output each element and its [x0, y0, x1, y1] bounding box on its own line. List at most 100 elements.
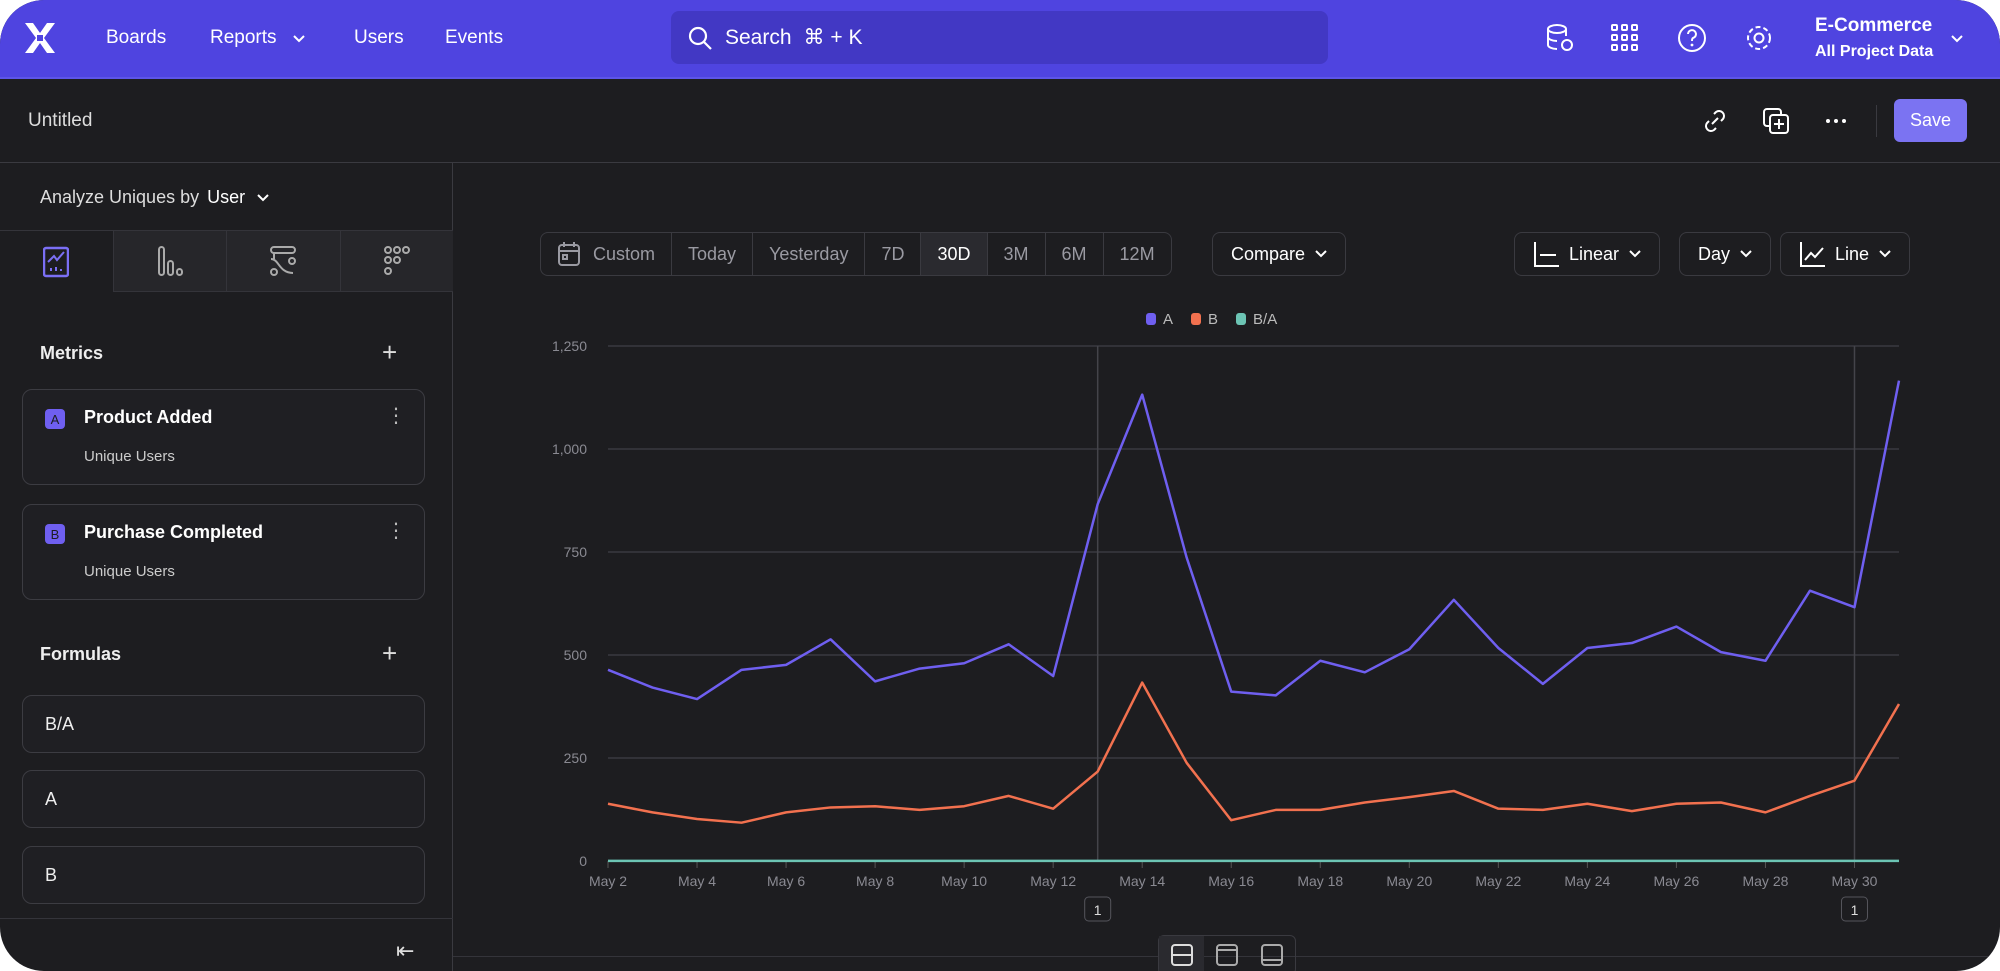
annotation-badge: [1084, 896, 1112, 922]
chart-legend: A B B/A: [1146, 311, 1277, 328]
y-tick-label: 750: [564, 544, 588, 560]
logo-icon[interactable]: [22, 20, 58, 56]
x-tick-label: May 24: [1564, 873, 1610, 889]
metric-measure[interactable]: Unique Users: [84, 563, 175, 580]
chart-only-layout-icon: [1215, 944, 1238, 966]
project-scope: All Project Data: [1815, 43, 1934, 60]
nav-events[interactable]: Events: [445, 27, 504, 48]
legend-swatch: [1146, 313, 1156, 325]
y-tick-label: 0: [579, 853, 587, 869]
nav-reports[interactable]: Reports: [210, 27, 277, 48]
annotation-label: 1: [1851, 902, 1859, 918]
formula-item[interactable]: A: [22, 770, 425, 828]
project-selector[interactable]: E-Commerce All Project Data: [1815, 15, 1933, 61]
date-range-12m[interactable]: 12M: [1102, 233, 1171, 275]
date-range-yesterday[interactable]: Yesterday: [752, 233, 864, 275]
search-icon: [688, 26, 712, 50]
apps-grid-icon[interactable]: [1609, 22, 1641, 54]
chart-type-dropdown[interactable]: Line: [1780, 232, 1911, 276]
chevron-down-icon: [257, 194, 269, 202]
date-range-selector: Custom Today Yesterday 7D 30D 3M 6M 12M: [540, 232, 1172, 276]
formula-item[interactable]: B: [22, 846, 425, 904]
report-title[interactable]: Untitled: [28, 110, 93, 131]
help-icon[interactable]: [1676, 22, 1708, 54]
add-metric-icon[interactable]: +: [382, 337, 398, 367]
search-shortcut: ⌘ + K: [803, 26, 863, 49]
layout-split-button[interactable]: [1159, 936, 1205, 971]
metric-card-b[interactable]: B Purchase Completed Unique Users ⋮: [22, 504, 425, 600]
scale-label: Linear: [1569, 243, 1620, 264]
more-options-icon[interactable]: [1820, 105, 1852, 137]
save-button[interactable]: Save: [1894, 99, 1967, 142]
legend-label: B/A: [1253, 311, 1278, 328]
metric-letter-badge: A: [45, 409, 65, 429]
chevron-down-icon: [1629, 250, 1641, 258]
metric-letter-badge: B: [45, 524, 65, 544]
legend-item-b[interactable]: B: [1191, 311, 1218, 328]
x-tick-label: May 2: [589, 873, 627, 889]
link-icon[interactable]: [1699, 105, 1731, 137]
nav-users[interactable]: Users: [354, 27, 404, 48]
analyze-label: Analyze Uniques by: [40, 187, 200, 207]
annotation-badge: [1840, 896, 1868, 922]
compare-label: Compare: [1231, 243, 1306, 264]
nav-boards[interactable]: Boards: [106, 27, 167, 48]
x-tick-label: May 10: [941, 873, 987, 889]
funnels-icon: [157, 246, 183, 276]
report-header: Untitled Save: [0, 79, 2000, 163]
duplicate-icon[interactable]: [1760, 105, 1792, 137]
legend-item-a[interactable]: A: [1146, 311, 1173, 328]
interval-label: Day: [1698, 243, 1731, 264]
x-tick-label: May 30: [1832, 873, 1878, 889]
gear-icon[interactable]: [1743, 22, 1775, 54]
tab-funnels[interactable]: [112, 231, 226, 292]
chevron-down-icon: [293, 35, 305, 43]
flows-icon: [270, 246, 297, 276]
layout-table-button[interactable]: [1250, 936, 1295, 971]
y-tick-label: 250: [564, 750, 588, 766]
date-range-3m[interactable]: 3M: [986, 233, 1045, 275]
chevron-down-icon[interactable]: [1950, 34, 1964, 44]
line-chart-icon: [1800, 242, 1825, 267]
calendar-icon: [558, 242, 580, 266]
metric-measure[interactable]: Unique Users: [84, 448, 175, 465]
tab-insights[interactable]: [0, 231, 113, 292]
project-name: E-Commerce: [1815, 15, 1933, 36]
compare-dropdown[interactable]: Compare: [1212, 232, 1347, 276]
collapse-sidebar-icon[interactable]: ⇤: [396, 938, 415, 963]
date-range-30d[interactable]: 30D: [920, 233, 987, 275]
date-range-custom[interactable]: Custom: [541, 233, 671, 275]
database-settings-icon[interactable]: [1544, 22, 1576, 54]
add-formula-icon[interactable]: +: [382, 638, 398, 668]
x-tick-label: May 16: [1208, 873, 1254, 889]
table-only-layout-icon: [1261, 944, 1284, 966]
layout-chart-button[interactable]: [1204, 936, 1249, 971]
x-tick-label: May 20: [1386, 873, 1432, 889]
chevron-down-icon: [1879, 250, 1891, 258]
legend-item-ba[interactable]: B/A: [1236, 311, 1277, 328]
metrics-heading: Metrics: [40, 343, 104, 363]
series-line-b: [607, 681, 1901, 824]
legend-swatch: [1236, 313, 1247, 325]
date-range-today[interactable]: Today: [671, 233, 752, 275]
y-tick-label: 1,250: [552, 338, 587, 354]
x-tick-label: May 14: [1119, 873, 1165, 889]
y-tick-label: 500: [564, 647, 588, 663]
date-range-6m[interactable]: 6M: [1044, 233, 1103, 275]
tab-retention[interactable]: [339, 231, 453, 292]
tab-flows[interactable]: [226, 231, 340, 292]
formula-item[interactable]: B/A: [22, 695, 425, 753]
analyze-by-selector[interactable]: Analyze Uniques by User: [40, 187, 270, 208]
search-input[interactable]: Search ⌘ + K: [671, 11, 1328, 64]
interval-dropdown[interactable]: Day: [1679, 232, 1772, 276]
x-tick-label: May 26: [1653, 873, 1699, 889]
kebab-menu-icon[interactable]: ⋮: [386, 520, 406, 542]
metric-card-a[interactable]: A Product Added Unique Users ⋮: [22, 389, 425, 485]
divider: [1876, 105, 1877, 137]
scale-dropdown[interactable]: Linear: [1514, 232, 1661, 276]
date-range-7d[interactable]: 7D: [864, 233, 920, 275]
kebab-menu-icon[interactable]: ⋮: [386, 405, 406, 427]
split-layout-icon: [1170, 944, 1193, 966]
chart-type-label: Line: [1835, 243, 1870, 264]
divider: [453, 956, 2000, 957]
